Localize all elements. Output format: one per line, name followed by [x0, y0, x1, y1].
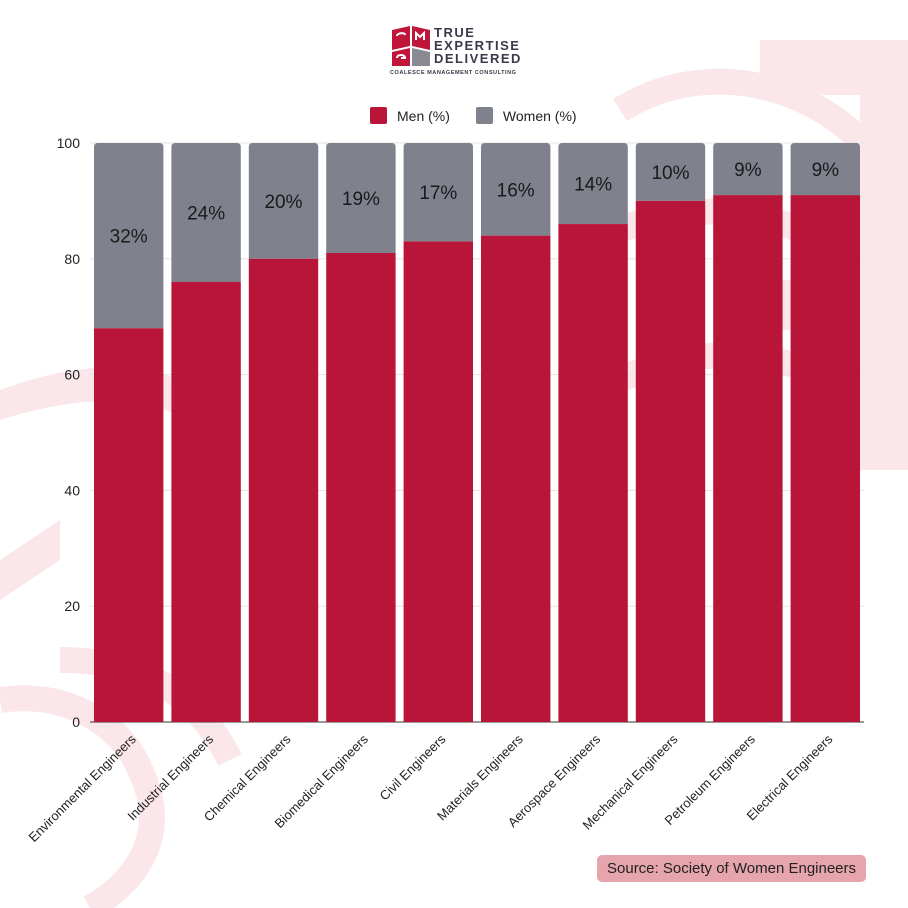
legend-label-men: Men (%) — [397, 107, 450, 124]
y-tick-label: 0 — [72, 714, 80, 730]
legend-item-women: Women (%) — [475, 107, 577, 124]
y-tick-label: 20 — [64, 598, 80, 614]
y-tick-label: 60 — [64, 367, 80, 383]
data-label-women: 24% — [187, 203, 225, 224]
bar-segment-women — [481, 143, 551, 236]
brand-logo: TRUE EXPERTISE DELIVERED COALESCE MANAGE… — [388, 24, 538, 80]
x-tick-label: Chemical Engineers — [201, 731, 294, 824]
bar-segment-women — [558, 143, 628, 225]
x-tick-label: Electrical Engineers — [744, 731, 836, 823]
data-label-women: 20% — [264, 192, 302, 213]
y-tick-label: 80 — [64, 251, 80, 267]
bar-segment-men — [171, 281, 241, 722]
data-label-women: 19% — [342, 189, 380, 210]
data-label-women: 9% — [812, 160, 840, 181]
bar-segment-women — [94, 143, 164, 329]
logo-line-3: DELIVERED — [434, 51, 522, 66]
bar-segment-women — [171, 143, 241, 282]
bar-segment-women — [326, 143, 396, 254]
bar-segment-men — [635, 200, 706, 722]
bar-segment-men — [403, 241, 473, 722]
bar-segment-men — [481, 235, 551, 722]
data-label-women: 10% — [651, 163, 689, 184]
data-label-women: 16% — [497, 180, 535, 201]
y-tick-label: 40 — [64, 482, 80, 498]
bar-segment-men — [248, 258, 319, 722]
data-label-women: 9% — [734, 160, 762, 181]
data-label-women: 14% — [574, 175, 612, 196]
bar-segment-men — [94, 328, 164, 722]
legend-swatch-women — [475, 107, 493, 124]
chart-legend: Men (%) Women (%) — [370, 107, 603, 124]
y-tick-label: 100 — [57, 135, 81, 151]
logo-subtitle: COALESCE MANAGEMENT CONSULTING — [390, 70, 517, 76]
x-tick-label: Materials Engineers — [434, 731, 526, 823]
source-note: Source: Society of Women Engineers — [597, 855, 867, 882]
bar-segment-women — [713, 143, 783, 196]
legend-item-men: Men (%) — [370, 107, 450, 124]
bar-segment-men — [713, 195, 783, 723]
bar-segment-women — [403, 143, 473, 242]
x-tick-label: Civil Engineers — [377, 731, 449, 803]
logo-line-1: TRUE — [434, 25, 476, 40]
data-label-women: 17% — [419, 183, 457, 204]
cmc-logo-icon — [392, 26, 430, 66]
bar-segment-men — [326, 253, 396, 722]
bar-segment-women — [248, 143, 319, 259]
legend-label-women: Women (%) — [502, 107, 577, 124]
bar-segment-men — [558, 224, 628, 722]
data-label-women: 32% — [110, 227, 148, 248]
logo-line-2: EXPERTISE — [434, 38, 521, 53]
bar-segment-women — [635, 143, 706, 201]
bar-segment-women — [790, 143, 860, 196]
x-tick-label: Environmental Engineers — [26, 731, 140, 845]
x-tick-label: Industrial Engineers — [124, 731, 216, 823]
legend-swatch-men — [370, 107, 387, 124]
bar-segment-men — [790, 195, 860, 723]
